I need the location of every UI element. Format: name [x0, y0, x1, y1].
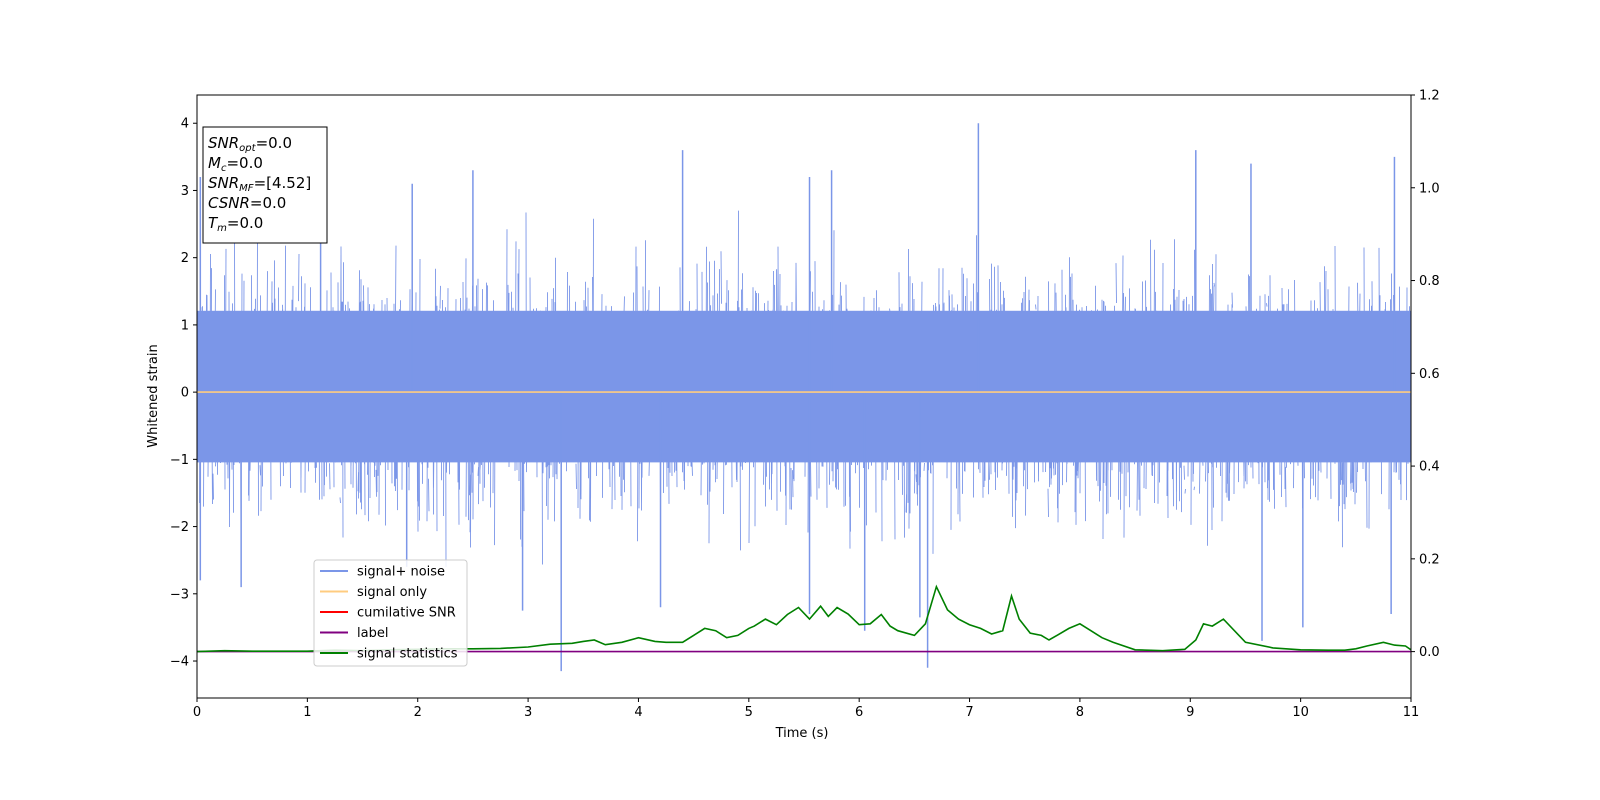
- x-tick-label: 0: [193, 705, 201, 720]
- y2-tick-label: 0.6: [1419, 367, 1440, 382]
- y2-axis-ticks: 1.2 1.0 0.8 0.6 0.4 0.2 0.0: [1411, 89, 1440, 660]
- legend: signal+ noise signal only cumilative SNR la…: [313, 559, 468, 667]
- annotation-line: Mc=0.0: [208, 154, 263, 174]
- y-tick-label: −1: [170, 453, 189, 468]
- annotation-line: SNRopt=0.0: [208, 134, 292, 154]
- x-tick-label: 7: [965, 705, 973, 720]
- noise-trace: [197, 123, 1411, 672]
- plot-frame: [196, 94, 1412, 699]
- y-axis-ticks: 4 3 2 1 0 −1 −2 −3 −4: [170, 117, 197, 670]
- y-tick-label: 4: [181, 117, 189, 132]
- annotation-line: SNRMF=[4.52]: [208, 174, 311, 194]
- y-tick-label: −2: [170, 520, 189, 535]
- y2-tick-label: 0.0: [1419, 645, 1440, 660]
- x-tick-label: 1: [303, 705, 311, 720]
- y-tick-label: 2: [181, 251, 189, 266]
- series-line-signal-statistics: [197, 584, 1411, 653]
- y-axis-label: Whitened strain: [146, 344, 161, 447]
- annotation-line: Tm=0.0: [208, 214, 263, 234]
- x-tick-label: 4: [634, 705, 642, 720]
- y2-tick-label: 1.0: [1419, 181, 1440, 196]
- legend-label: signal+ noise: [357, 565, 445, 580]
- y2-tick-label: 0.4: [1419, 460, 1440, 475]
- x-tick-label: 10: [1292, 705, 1309, 720]
- legend-label: signal only: [357, 585, 427, 600]
- y-tick-label: 1: [181, 318, 189, 333]
- x-axis-ticks: 0 1 2 3 4 5 6 7 8 9 10 11: [193, 698, 1419, 720]
- annotation-box-frame: [202, 126, 328, 244]
- y2-tick-label: 1.2: [1419, 89, 1440, 104]
- x-axis-label: Time (s): [775, 726, 829, 741]
- legend-label: label: [357, 626, 388, 641]
- y-tick-label: −4: [170, 655, 189, 670]
- x-tick-label: 11: [1403, 705, 1420, 720]
- y-tick-label: −3: [170, 587, 189, 602]
- x-tick-label: 9: [1186, 705, 1194, 720]
- legend-frame: [313, 559, 468, 667]
- x-tick-label: 3: [524, 705, 532, 720]
- x-tick-label: 5: [745, 705, 753, 720]
- y2-tick-label: 0.2: [1419, 552, 1440, 567]
- y-tick-label: 0: [181, 386, 189, 401]
- x-tick-label: 6: [855, 705, 863, 720]
- legend-label: signal statistics: [357, 647, 458, 662]
- noise-dense-band: [197, 310, 1411, 463]
- y2-tick-label: 0.8: [1419, 274, 1440, 289]
- y-tick-label: 3: [181, 184, 189, 199]
- x-tick-label: 8: [1076, 705, 1084, 720]
- legend-label: cumilative SNR: [357, 606, 456, 621]
- annotation-line: CSNR=0.0: [208, 194, 286, 212]
- x-tick-label: 2: [414, 705, 422, 720]
